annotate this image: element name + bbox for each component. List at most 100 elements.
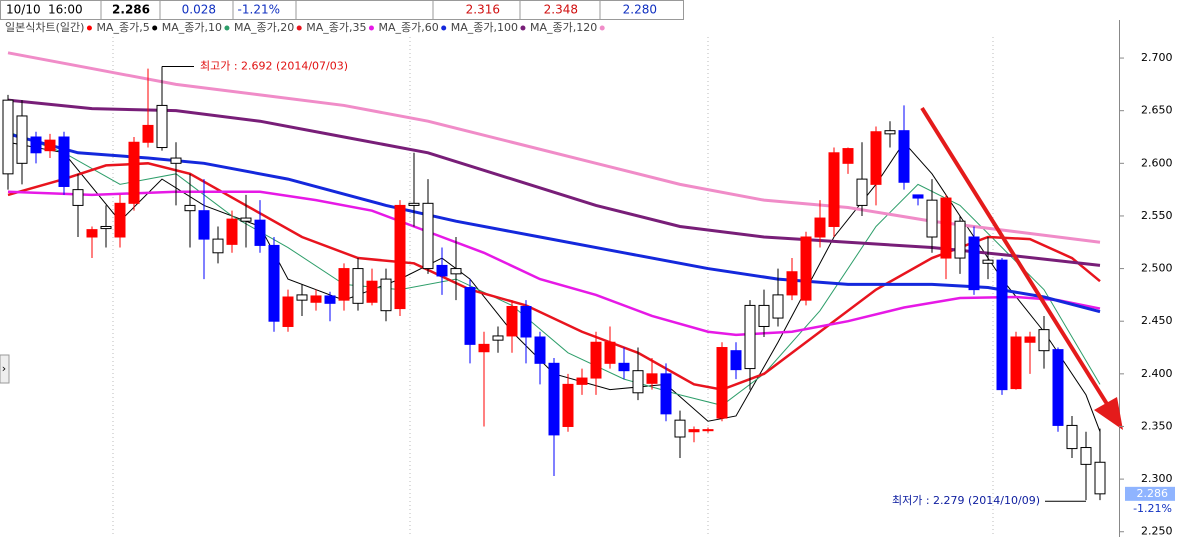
legend-dot [520, 25, 526, 31]
candle-body [240, 217, 252, 222]
legend-dot [441, 25, 447, 31]
candle-body [842, 148, 854, 164]
scroll-button[interactable] [0, 354, 10, 384]
legend-dot [599, 25, 605, 31]
candle-body [100, 225, 112, 230]
y-tick-label: 2.500 [1141, 262, 1173, 275]
candle-body [44, 139, 56, 152]
y-tick-label: 2.650 [1141, 104, 1173, 117]
legend-dot [86, 25, 92, 31]
candle-body [702, 429, 714, 432]
candle-body [324, 295, 336, 304]
legend-label: MA_종가,100 [451, 21, 518, 34]
candle-body [716, 347, 728, 419]
candle-body [310, 295, 322, 303]
candle-body [884, 130, 896, 135]
candle-body [156, 104, 168, 149]
open: 2.316 [466, 3, 500, 17]
change-pct: -1.21% [238, 3, 280, 17]
candle-body [604, 341, 616, 364]
candle-body [1024, 336, 1036, 343]
legend: 일본식차트(일간) MA_종가,5 MA_종가,10 MA_종가,20 MA_종가,35… [5, 20, 605, 34]
legend-label: MA_종가,35 [306, 21, 366, 34]
annotation: 최고가 : 2.692 (2014/07/03) [200, 59, 348, 72]
candle-body [296, 294, 308, 301]
candle-body [436, 264, 448, 277]
candle-body [58, 136, 70, 187]
candle-body [562, 383, 574, 427]
candle-body [1052, 349, 1064, 426]
legend-label: MA_종가,10 [162, 21, 222, 34]
candle-body [982, 259, 994, 264]
y-tick-label: 2.550 [1141, 209, 1173, 222]
candle-body [464, 287, 476, 345]
ma-line [7, 51, 1101, 244]
candle-body [730, 350, 742, 371]
candle-body [30, 136, 42, 154]
price-tag-label: 2.286 [1137, 487, 1169, 500]
candle-body [16, 115, 28, 164]
candle-body [940, 197, 952, 259]
time: 16:00 [48, 3, 83, 17]
candle-body [688, 429, 700, 433]
change: 0.028 [182, 3, 216, 17]
v-grid [112, 37, 994, 537]
candle-body [1080, 447, 1092, 465]
candle-body [674, 419, 686, 438]
candle-body [800, 236, 812, 301]
candle-body [170, 157, 182, 164]
candle-body [954, 220, 966, 259]
candle-body [1066, 424, 1078, 450]
candle-body [128, 141, 140, 204]
low: 2.280 [623, 3, 657, 17]
candle-body [548, 362, 560, 436]
legend-label: 일본식차트(일간) [5, 20, 84, 34]
candle-body [1094, 461, 1106, 495]
candle-body [1038, 329, 1050, 352]
candle-body [254, 219, 266, 246]
candle-body [450, 268, 462, 275]
candle-body [618, 362, 630, 372]
candle-body [422, 202, 434, 270]
ma-line [7, 141, 1101, 432]
header-box [0, 0, 684, 20]
annotation: 최저가 : 2.279 (2014/10/09) [892, 494, 1040, 507]
legend-label: MA_종가,20 [234, 21, 294, 34]
candle-body [212, 238, 224, 254]
candle-body [352, 268, 364, 304]
candle-body [226, 218, 238, 245]
plot: 최고가 : 2.692 (2014/07/03) 최저가 : 2.279 (201… [2, 51, 1106, 507]
price-tag [1125, 486, 1175, 501]
candle-body [184, 204, 196, 212]
trend-arrow [920, 106, 1114, 414]
candle-body [632, 370, 644, 394]
candle-body [758, 304, 770, 327]
legend-label: MA_종가,120 [530, 21, 597, 34]
y-tick-label: 2.700 [1141, 51, 1173, 64]
y-tick-label: 2.600 [1141, 156, 1173, 169]
legend-label: MA_종가,5 [96, 21, 149, 34]
candle-body [590, 341, 602, 379]
candle-body [576, 377, 588, 385]
candle-body [380, 278, 392, 312]
candle-body [2, 99, 14, 175]
candle-body [786, 271, 798, 296]
candle-body [898, 130, 910, 183]
close: 2.286 [112, 3, 150, 17]
candle-body [366, 280, 378, 303]
candle-body [968, 236, 980, 291]
legend-label: MA_종가,60 [378, 21, 438, 34]
y-tick-label: 2.400 [1141, 367, 1173, 380]
candle-body [534, 336, 546, 364]
y-tick-label: 2.300 [1141, 472, 1173, 485]
ma-line [7, 98, 1101, 267]
candle-body [828, 152, 840, 227]
candle-body [492, 335, 504, 341]
price-tag-change: -1.21% [1133, 502, 1172, 515]
legend-dot [296, 25, 302, 31]
candle-body [268, 244, 280, 322]
candle-body [520, 305, 532, 338]
